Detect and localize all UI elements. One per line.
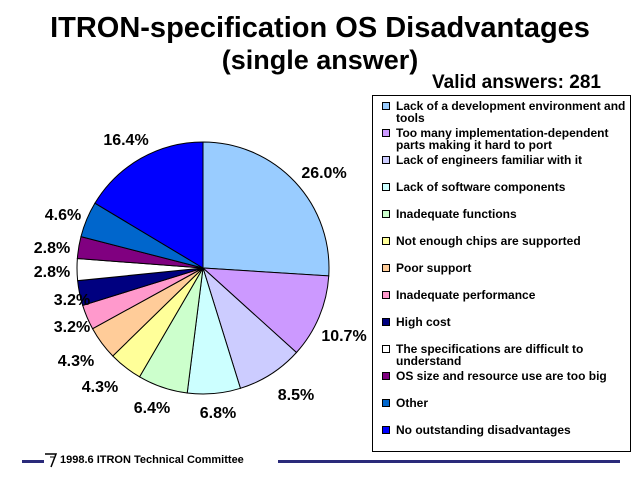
slice-pct-label: 10.7% bbox=[321, 328, 367, 345]
legend-label: OS size and resource use are too big bbox=[396, 369, 607, 383]
slice-pct-label: 4.6% bbox=[44, 207, 82, 224]
legend-swatch bbox=[382, 345, 390, 353]
legend-label: Other bbox=[396, 396, 429, 410]
legend-label: Lack of software components bbox=[396, 180, 566, 194]
legend-swatch bbox=[382, 426, 390, 434]
legend-swatch bbox=[382, 102, 390, 110]
slice-pct-label: 3.2% bbox=[53, 292, 91, 309]
slice-pct-label: 4.3% bbox=[57, 353, 95, 370]
legend-label: Inadequate performance bbox=[396, 288, 536, 302]
legend-swatch bbox=[382, 318, 390, 326]
slice-pct-label: 2.8% bbox=[33, 240, 71, 257]
slice-pct-label: 26.0% bbox=[301, 165, 347, 182]
pie-slice-13 bbox=[94, 141, 204, 269]
pie-slice-2 bbox=[201, 267, 330, 354]
legend-label: The specifications are difficult to unde… bbox=[396, 342, 584, 368]
footer-rule-right bbox=[278, 460, 620, 463]
chart-subtitle: (single answer) bbox=[221, 45, 419, 75]
itron-logo-icon bbox=[45, 453, 58, 468]
legend-swatch bbox=[382, 129, 390, 137]
footer-rule-left bbox=[22, 460, 44, 463]
legend-swatch bbox=[382, 399, 390, 407]
legend-label: No outstanding disadvantages bbox=[396, 423, 571, 437]
pie-slice-1 bbox=[202, 141, 330, 277]
slice-pct-label: 3.2% bbox=[53, 319, 91, 336]
legend-label: Inadequate functions bbox=[396, 207, 517, 221]
legend-swatch bbox=[382, 156, 390, 164]
legend-label: Lack of a development environment and to… bbox=[396, 99, 626, 125]
footer-credit: 1998.6 ITRON Technical Committee bbox=[60, 454, 244, 466]
slice-pct-label: 4.3% bbox=[81, 379, 119, 396]
slice-pct-label: 2.8% bbox=[33, 264, 71, 281]
legend-label: Poor support bbox=[396, 261, 472, 275]
slice-pct-label: 6.4% bbox=[133, 400, 171, 417]
slice-pct-label: 16.4% bbox=[103, 132, 149, 149]
legend-swatch bbox=[382, 237, 390, 245]
legend-swatch bbox=[382, 183, 390, 191]
legend-swatch bbox=[382, 291, 390, 299]
slice-pct-label: 8.5% bbox=[277, 387, 315, 404]
legend-label: Not enough chips are supported bbox=[396, 234, 581, 248]
legend-label: High cost bbox=[396, 315, 451, 329]
slice-pct-label: 6.8% bbox=[199, 405, 237, 422]
legend: Lack of a development environment and to… bbox=[372, 95, 631, 452]
legend-label: Too many implementation-dependent parts … bbox=[396, 126, 609, 152]
legend-swatch bbox=[382, 210, 390, 218]
valid-answers-label: Valid answers: 281 bbox=[432, 72, 601, 93]
legend-swatch bbox=[382, 264, 390, 272]
chart-title: ITRON-specification OS Disadvantages bbox=[50, 12, 590, 44]
legend-label: Lack of engineers familiar with it bbox=[396, 153, 583, 167]
legend-swatch bbox=[382, 372, 390, 380]
